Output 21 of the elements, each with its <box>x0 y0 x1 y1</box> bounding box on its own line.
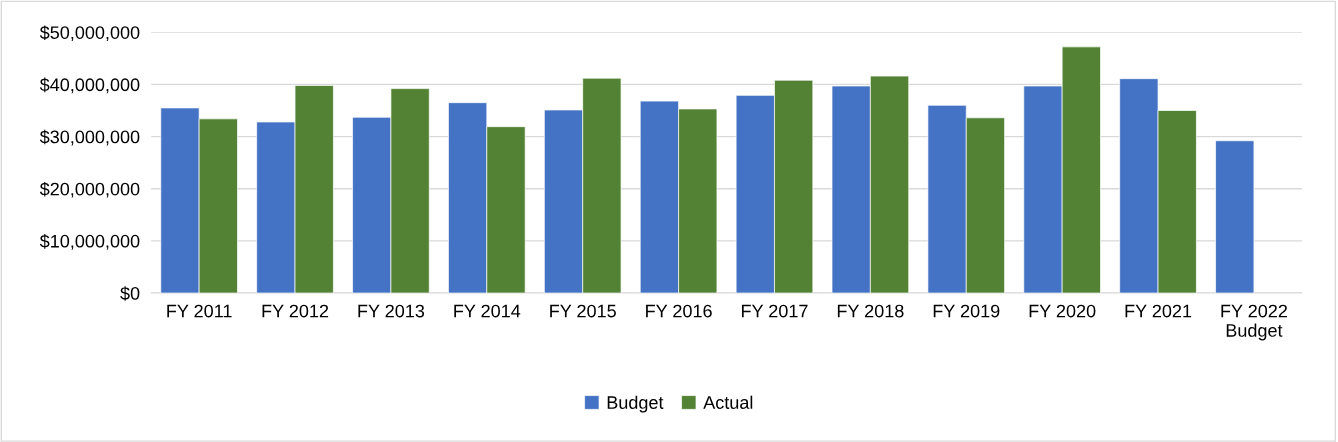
y-tick-label: $30,000,000 <box>39 129 140 146</box>
bar <box>1215 140 1255 294</box>
y-tick-label: $50,000,000 <box>39 25 140 42</box>
x-tick-label: FY 2011 <box>167 304 232 318</box>
x-tick-label: FY 2018 <box>837 304 904 318</box>
legend-label: Actual <box>703 395 753 409</box>
x-tick-label: FY 2016 <box>646 304 712 318</box>
x-tick-label: FY 2014 <box>454 304 521 318</box>
legend-label: Budget <box>607 395 664 413</box>
x-tick-label: FY 2022 Budget <box>1221 304 1287 341</box>
y-tick-label: $40,000,000 <box>39 77 140 94</box>
x-tick-label: FY 2017 <box>741 304 808 318</box>
y-tick-label: $20,000,000 <box>39 181 140 198</box>
y-tick-label: $0 <box>120 286 140 301</box>
x-tick-label: FY 2015 <box>550 304 616 318</box>
x-tick-label: FY 2020 <box>1029 304 1096 318</box>
y-tick-label: $10,000,000 <box>39 234 140 250</box>
x-tick-label: FY 2012 <box>262 304 329 318</box>
x-tick-label: FY 2019 <box>933 304 1000 318</box>
x-tick-label: FY 2013 <box>358 304 425 318</box>
x-tick-label: FY 2021 <box>1125 304 1192 318</box>
